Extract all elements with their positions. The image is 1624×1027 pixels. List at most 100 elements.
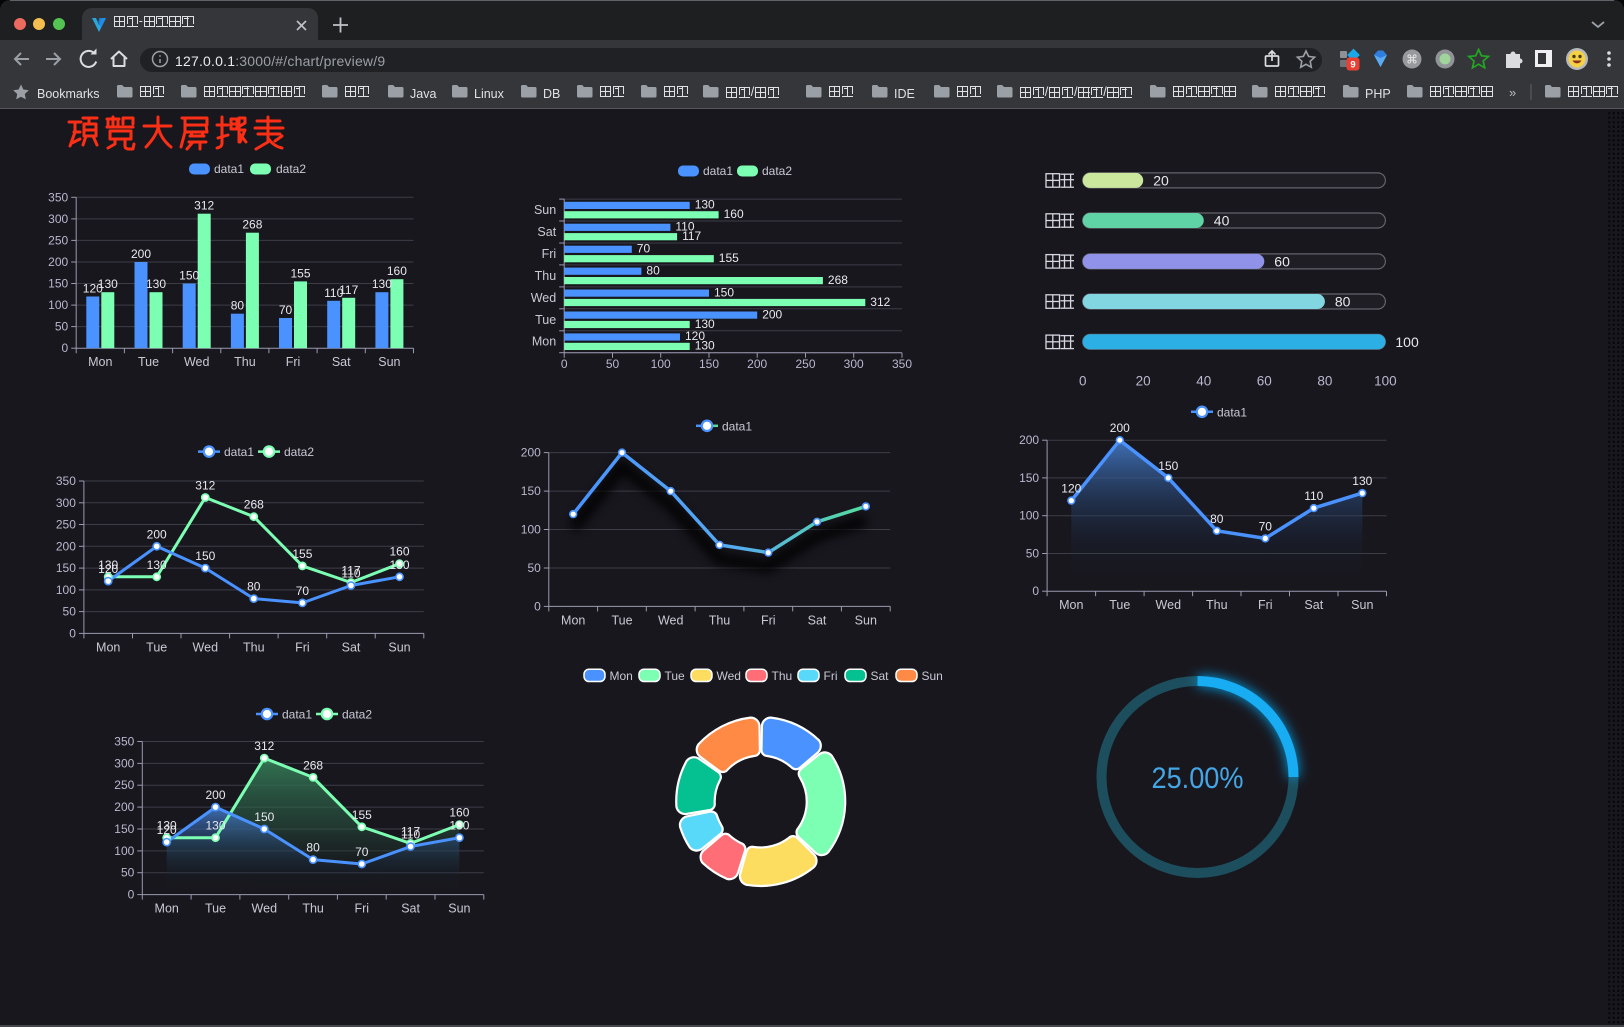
svg-text:110: 110	[341, 567, 360, 581]
svg-text:130: 130	[372, 277, 392, 291]
svg-text:Sat: Sat	[1304, 598, 1323, 612]
svg-text:Fri: Fri	[824, 669, 838, 683]
svg-text:117: 117	[341, 564, 360, 578]
svg-text:Thu: Thu	[234, 355, 256, 369]
svg-text:155: 155	[290, 266, 310, 280]
svg-text:20: 20	[1153, 172, 1169, 188]
svg-text:data1: data1	[703, 164, 733, 178]
svg-text:100: 100	[56, 583, 76, 597]
svg-text:Mon: Mon	[610, 669, 633, 683]
svg-text:Sat: Sat	[537, 225, 556, 239]
svg-text:data2: data2	[276, 162, 306, 176]
svg-text:300: 300	[48, 212, 68, 226]
svg-text:Sun: Sun	[1351, 598, 1373, 612]
svg-text:0: 0	[128, 888, 135, 902]
svg-text:130: 130	[98, 277, 118, 291]
svg-text:0: 0	[1032, 584, 1039, 598]
svg-text:25.00%: 25.00%	[1152, 762, 1244, 795]
svg-text:80: 80	[231, 299, 245, 313]
svg-text:60: 60	[1274, 253, 1290, 269]
svg-text:Wed: Wed	[531, 291, 557, 305]
svg-text:50: 50	[55, 320, 69, 334]
svg-text:Wed: Wed	[184, 355, 210, 369]
svg-text:150: 150	[714, 285, 734, 299]
svg-text:Sat: Sat	[332, 355, 351, 369]
svg-text:80: 80	[646, 263, 660, 277]
svg-text:130: 130	[695, 198, 715, 212]
svg-text:130: 130	[157, 819, 177, 833]
svg-text:Sun: Sun	[922, 669, 943, 683]
svg-text:150: 150	[114, 822, 134, 836]
svg-text:117: 117	[401, 824, 420, 838]
svg-text:Thu: Thu	[535, 269, 557, 283]
svg-text:20: 20	[1136, 374, 1151, 389]
svg-text:117: 117	[339, 283, 358, 297]
svg-text:data1: data1	[1217, 405, 1247, 419]
svg-text:200: 200	[1019, 433, 1039, 447]
svg-text:300: 300	[56, 496, 76, 510]
svg-text:110: 110	[675, 220, 694, 234]
svg-text:Fri: Fri	[355, 902, 370, 916]
svg-text:160: 160	[724, 207, 744, 221]
svg-text:350: 350	[892, 357, 912, 371]
svg-text:data1: data1	[722, 419, 752, 433]
svg-text:150: 150	[179, 269, 199, 283]
svg-text:Thu: Thu	[302, 902, 324, 916]
svg-text:268: 268	[303, 758, 323, 772]
svg-text:350: 350	[48, 190, 68, 204]
svg-text:data2: data2	[342, 708, 372, 722]
svg-text:0: 0	[69, 626, 76, 640]
svg-text:300: 300	[114, 756, 134, 770]
svg-text:160: 160	[449, 806, 469, 820]
svg-text:Mon: Mon	[155, 902, 179, 916]
svg-text:100: 100	[521, 523, 541, 537]
svg-text:Wed: Wed	[658, 613, 684, 627]
svg-text:50: 50	[527, 561, 541, 575]
svg-text:Sat: Sat	[342, 640, 361, 654]
svg-text:200: 200	[1110, 421, 1130, 435]
svg-text:0: 0	[534, 599, 541, 613]
svg-text:Sun: Sun	[534, 203, 556, 217]
svg-text:Tue: Tue	[146, 640, 167, 654]
svg-text:70: 70	[279, 303, 293, 317]
svg-text:0: 0	[1079, 374, 1087, 389]
svg-text:100: 100	[651, 357, 671, 371]
svg-text:300: 300	[844, 357, 864, 371]
svg-text:80: 80	[1317, 374, 1332, 389]
svg-text:40: 40	[1196, 374, 1211, 389]
svg-text:0: 0	[62, 341, 69, 355]
svg-text:120: 120	[98, 562, 118, 576]
svg-text:Fri: Fri	[1258, 598, 1273, 612]
svg-text:60: 60	[1257, 374, 1272, 389]
svg-text:Wed: Wed	[193, 640, 219, 654]
svg-text:70: 70	[1259, 519, 1273, 533]
svg-text:80: 80	[247, 580, 261, 594]
svg-text:120: 120	[157, 823, 177, 837]
svg-text:data2: data2	[762, 164, 792, 178]
svg-text:70: 70	[296, 584, 310, 598]
svg-text:130: 130	[695, 317, 715, 331]
svg-text:268: 268	[242, 218, 262, 232]
svg-text:250: 250	[56, 518, 76, 532]
svg-text:130: 130	[389, 558, 409, 572]
svg-text:80: 80	[1210, 512, 1224, 526]
svg-text:50: 50	[121, 866, 135, 880]
svg-text:312: 312	[195, 479, 215, 493]
svg-text:100: 100	[1374, 374, 1397, 389]
svg-text:268: 268	[244, 498, 264, 512]
svg-text:70: 70	[355, 845, 369, 859]
svg-text:150: 150	[699, 357, 719, 371]
svg-text:120: 120	[1061, 482, 1081, 496]
svg-text:⌘: ⌘	[1406, 53, 1418, 67]
svg-text:150: 150	[1019, 471, 1039, 485]
svg-text:Tue: Tue	[1109, 598, 1130, 612]
svg-text:150: 150	[254, 810, 274, 824]
svg-text:200: 200	[147, 527, 167, 541]
svg-text:110: 110	[324, 286, 343, 300]
svg-text:100: 100	[114, 844, 134, 858]
svg-text:Fri: Fri	[286, 355, 301, 369]
svg-text:Sat: Sat	[401, 902, 420, 916]
svg-text:50: 50	[606, 357, 620, 371]
svg-text:Thu: Thu	[243, 640, 265, 654]
svg-text:200: 200	[114, 800, 134, 814]
